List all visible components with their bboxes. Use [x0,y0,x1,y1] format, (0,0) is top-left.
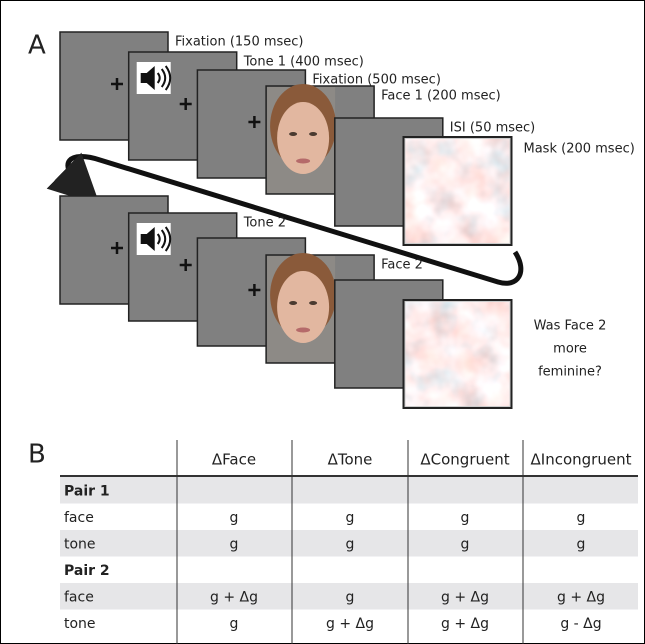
table: ΔFace ΔTone ΔCongruent ΔIncongruent Pair 1 fa… [60,440,638,644]
cell: g + Δg [441,616,489,632]
panel-label: B [28,440,46,470]
row-shade [60,477,638,504]
cell: g [461,536,470,552]
row-label: tone [64,536,96,552]
frame-label: ISI (50 msec) [450,121,535,136]
frame-label: Face 1 (200 msec) [381,89,501,104]
column-header: ΔTone [328,451,373,469]
column-header: ΔIncongruent [531,451,632,469]
frame-label: Face 2 [381,258,423,273]
cell: g [230,616,239,632]
mask-noise [406,139,510,243]
cell: g [577,510,586,526]
cell: g + Δg [557,589,605,605]
frame-label: Fixation (150 msec) [175,35,304,50]
cell: g - Δg [560,616,601,632]
question: more [553,342,587,357]
cell: g [230,536,239,552]
column-header: ΔFace [212,451,256,469]
cell: g [461,510,470,526]
frames: Fixation (150 msec)Tone 1 (400 msec)Fixa… [60,32,635,408]
row-label: tone [64,616,96,632]
cell: g + Δg [326,616,374,632]
mouth [296,159,310,164]
cell: g [230,510,239,526]
cell: g + Δg [210,589,258,605]
eye [309,132,317,136]
frame-label: Tone 2 [243,216,286,231]
frame-label: Tone 1 (400 msec) [243,55,364,70]
column-header: ΔCongruent [420,451,509,469]
cell: g [577,536,586,552]
frame-label: Mask (200 msec) [524,142,635,157]
figure: A Fixation (150 msec)Tone 1 (400 msec)Fi… [0,0,645,644]
page: A Fixation (150 msec)Tone 1 (400 msec)Fi… [0,0,645,644]
mask-noise [406,302,510,406]
cell: g [346,589,355,605]
panel-label: A [28,31,46,61]
row-label: face [64,589,94,605]
eye [289,301,297,305]
eye [309,301,317,305]
cell: g + Δg [441,589,489,605]
row-label: face [64,510,94,526]
group-label: Pair 1 [64,483,110,499]
eye [289,132,297,136]
mouth [296,328,310,333]
cell: g [346,536,355,552]
cell: g [346,510,355,526]
question: feminine? [538,365,602,380]
question: Was Face 2 [534,319,607,334]
group-label: Pair 2 [64,563,110,579]
